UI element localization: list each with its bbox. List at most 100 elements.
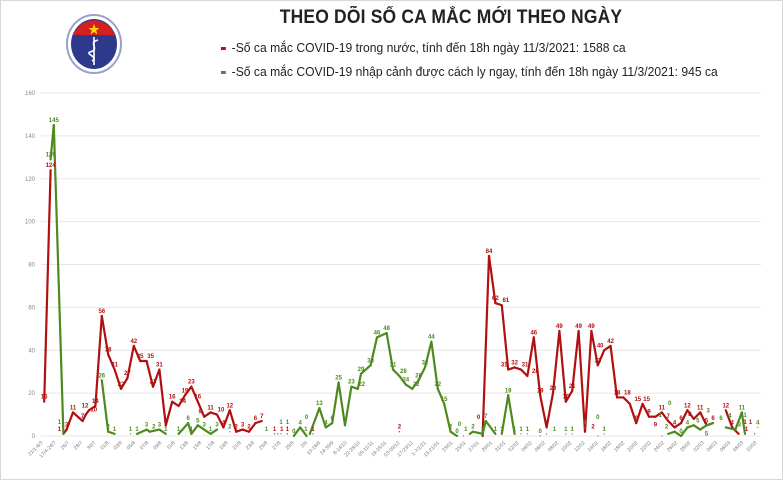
- data-label: 11: [697, 405, 704, 411]
- series-1-point: [725, 426, 727, 429]
- series-0-point: [277, 433, 279, 435]
- series-0-segment: [494, 301, 503, 307]
- series-0-point: [254, 422, 256, 424]
- data-label: 3: [203, 423, 207, 429]
- data-label: 19: [537, 388, 544, 394]
- series-1-point: [430, 341, 432, 343]
- data-label: 21: [569, 384, 576, 390]
- data-label: 42: [130, 339, 137, 345]
- series-0-point: [190, 386, 192, 388]
- series-0-segment: [71, 411, 84, 423]
- series-0-segment: [673, 422, 683, 429]
- series-0-point: [699, 411, 701, 414]
- data-label: 31: [156, 363, 163, 369]
- series-1-point: [386, 332, 388, 334]
- series-1-point: [680, 435, 682, 437]
- data-label: 5: [696, 418, 700, 424]
- data-label: 1: [519, 427, 523, 433]
- series-0-segment: [158, 368, 167, 427]
- data-label: 11: [739, 405, 746, 411]
- x-tick-label: 04/03: [706, 440, 719, 453]
- series-1-point: [197, 424, 199, 426]
- series-1-point: [741, 411, 743, 414]
- series-0-segment: [183, 385, 193, 397]
- series-1-segment: [292, 426, 302, 438]
- x-tick-label: 28/02: [679, 440, 692, 453]
- series-0-point: [120, 388, 122, 390]
- series-0-point: [488, 255, 490, 257]
- data-label: 3: [241, 423, 245, 429]
- series-0-point: [539, 394, 541, 396]
- series-0-point: [101, 315, 103, 317]
- data-label: 3: [65, 423, 69, 429]
- data-label: 0: [679, 429, 683, 435]
- series-0-segment: [603, 344, 612, 352]
- series-1-point: [456, 435, 458, 437]
- series-1-point: [744, 433, 746, 435]
- data-label: 5: [705, 431, 709, 437]
- series-1-point: [114, 433, 116, 435]
- series-0-segment: [622, 396, 631, 405]
- x-tick-label: 21/8: [232, 440, 243, 451]
- series-0-segment: [609, 344, 619, 399]
- series-1-point: [462, 435, 464, 437]
- series-0-point: [107, 353, 109, 356]
- series-1-point: [360, 373, 362, 375]
- series-1-segment: [190, 424, 199, 435]
- data-label: 2: [228, 425, 232, 431]
- series-1-segment: [350, 385, 359, 390]
- series-1-segment: [337, 381, 347, 427]
- series-0-segment: [513, 366, 523, 371]
- data-label: 5: [196, 418, 200, 424]
- series-1-segment: [679, 426, 689, 438]
- series-1-point: [571, 433, 573, 435]
- series-0-segment: [635, 402, 644, 425]
- data-label: 20: [550, 386, 557, 392]
- series-1-point: [584, 426, 586, 429]
- data-label: 7: [667, 414, 671, 420]
- series-0-point: [43, 401, 45, 403]
- data-label: 0: [458, 422, 462, 428]
- data-label: 2: [235, 425, 239, 431]
- series-1-segment: [449, 430, 459, 438]
- series-1-segment: [481, 419, 487, 435]
- x-tick-label: 08/02: [547, 440, 560, 453]
- x-tick-label: 01/8: [99, 440, 110, 451]
- series-0-point: [674, 426, 676, 429]
- series-1-point: [546, 433, 548, 435]
- series-0-segment: [641, 402, 651, 418]
- x-tick-label: 23/8: [245, 440, 256, 451]
- series-0-segment: [564, 389, 574, 403]
- series-1-point: [482, 433, 484, 435]
- series-0-point: [158, 368, 160, 371]
- series-0-point: [171, 401, 173, 403]
- series-0-segment: [132, 344, 142, 363]
- x-tick-label: 27/8: [271, 440, 282, 451]
- series-0-point: [686, 409, 689, 411]
- data-label: 6: [719, 416, 723, 422]
- data-label: 1: [190, 427, 194, 433]
- data-label: 7: [484, 414, 488, 420]
- data-label: 27: [124, 371, 131, 377]
- data-label: 3: [145, 423, 149, 429]
- series-1-point: [210, 433, 212, 435]
- data-label: 12: [226, 403, 233, 409]
- series-0-segment: [679, 409, 689, 425]
- data-label: 2: [152, 425, 156, 431]
- series-0-segment: [692, 411, 702, 420]
- series-0-point: [552, 392, 554, 394]
- series-0-point: [514, 366, 516, 368]
- data-label: 1: [113, 427, 117, 433]
- series-1-point: [293, 435, 295, 437]
- series-1-point: [392, 368, 394, 371]
- x-tick-label: 06/03: [719, 440, 732, 453]
- series-1-point: [274, 433, 276, 435]
- series-0-point: [494, 302, 496, 304]
- series-0-segment: [596, 349, 606, 367]
- x-tick-label: 11/8: [166, 440, 177, 451]
- data-label: 22: [413, 382, 420, 388]
- data-label: 35: [137, 354, 144, 360]
- data-label: 18: [624, 390, 631, 396]
- series-0-point: [661, 411, 663, 414]
- series-1-point: [661, 435, 663, 437]
